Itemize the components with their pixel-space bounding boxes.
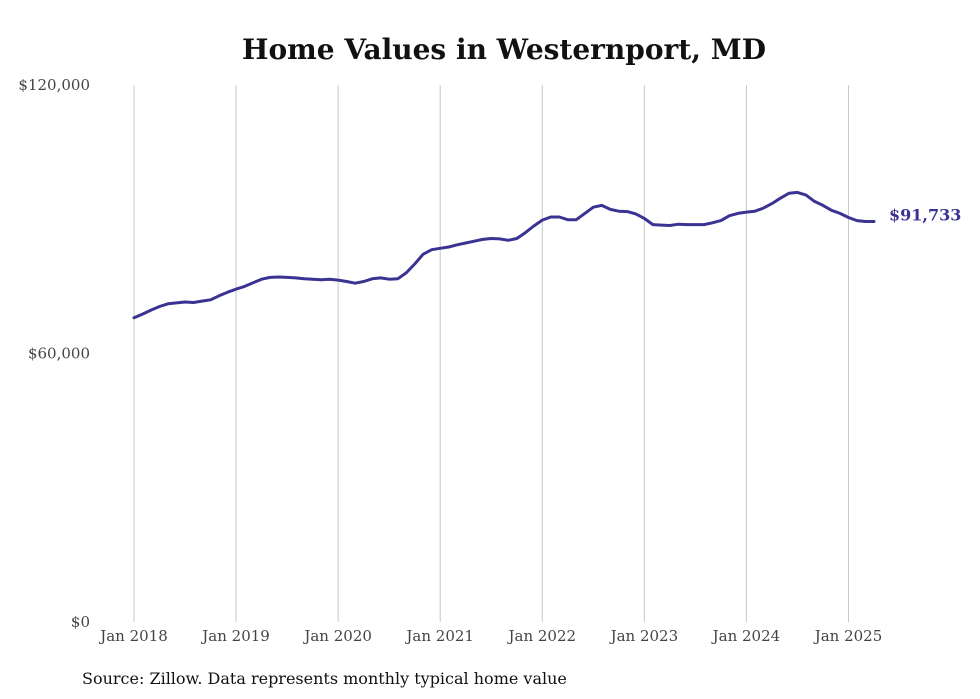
y-axis-ticks: $0 $60,000 $120,000 [18, 76, 90, 631]
y-tick-label: $0 [71, 613, 90, 631]
x-tick-label: Jan 2022 [506, 627, 576, 645]
x-tick-label: Jan 2024 [711, 627, 781, 645]
x-axis-ticks: Jan 2018 Jan 2019 Jan 2020 Jan 2021 Jan 2022… [98, 627, 882, 645]
series-line-home-value [132, 190, 876, 320]
source-note: Source: Zillow. Data represents monthly … [82, 669, 567, 688]
x-tick-label: Jan 2021 [404, 627, 474, 645]
chart-title: Home Values in Westernport, MD [242, 33, 766, 66]
y-tick-label: $120,000 [18, 76, 90, 94]
gridlines [133, 85, 849, 622]
x-tick-label: Jan 2018 [98, 627, 168, 645]
end-value-label: $91,733 [889, 205, 961, 224]
x-tick-label: Jan 2019 [200, 627, 270, 645]
x-tick-label: Jan 2023 [609, 627, 679, 645]
y-tick-label: $60,000 [28, 345, 90, 363]
x-tick-label: Jan 2020 [302, 627, 372, 645]
x-tick-label: Jan 2025 [813, 627, 883, 645]
